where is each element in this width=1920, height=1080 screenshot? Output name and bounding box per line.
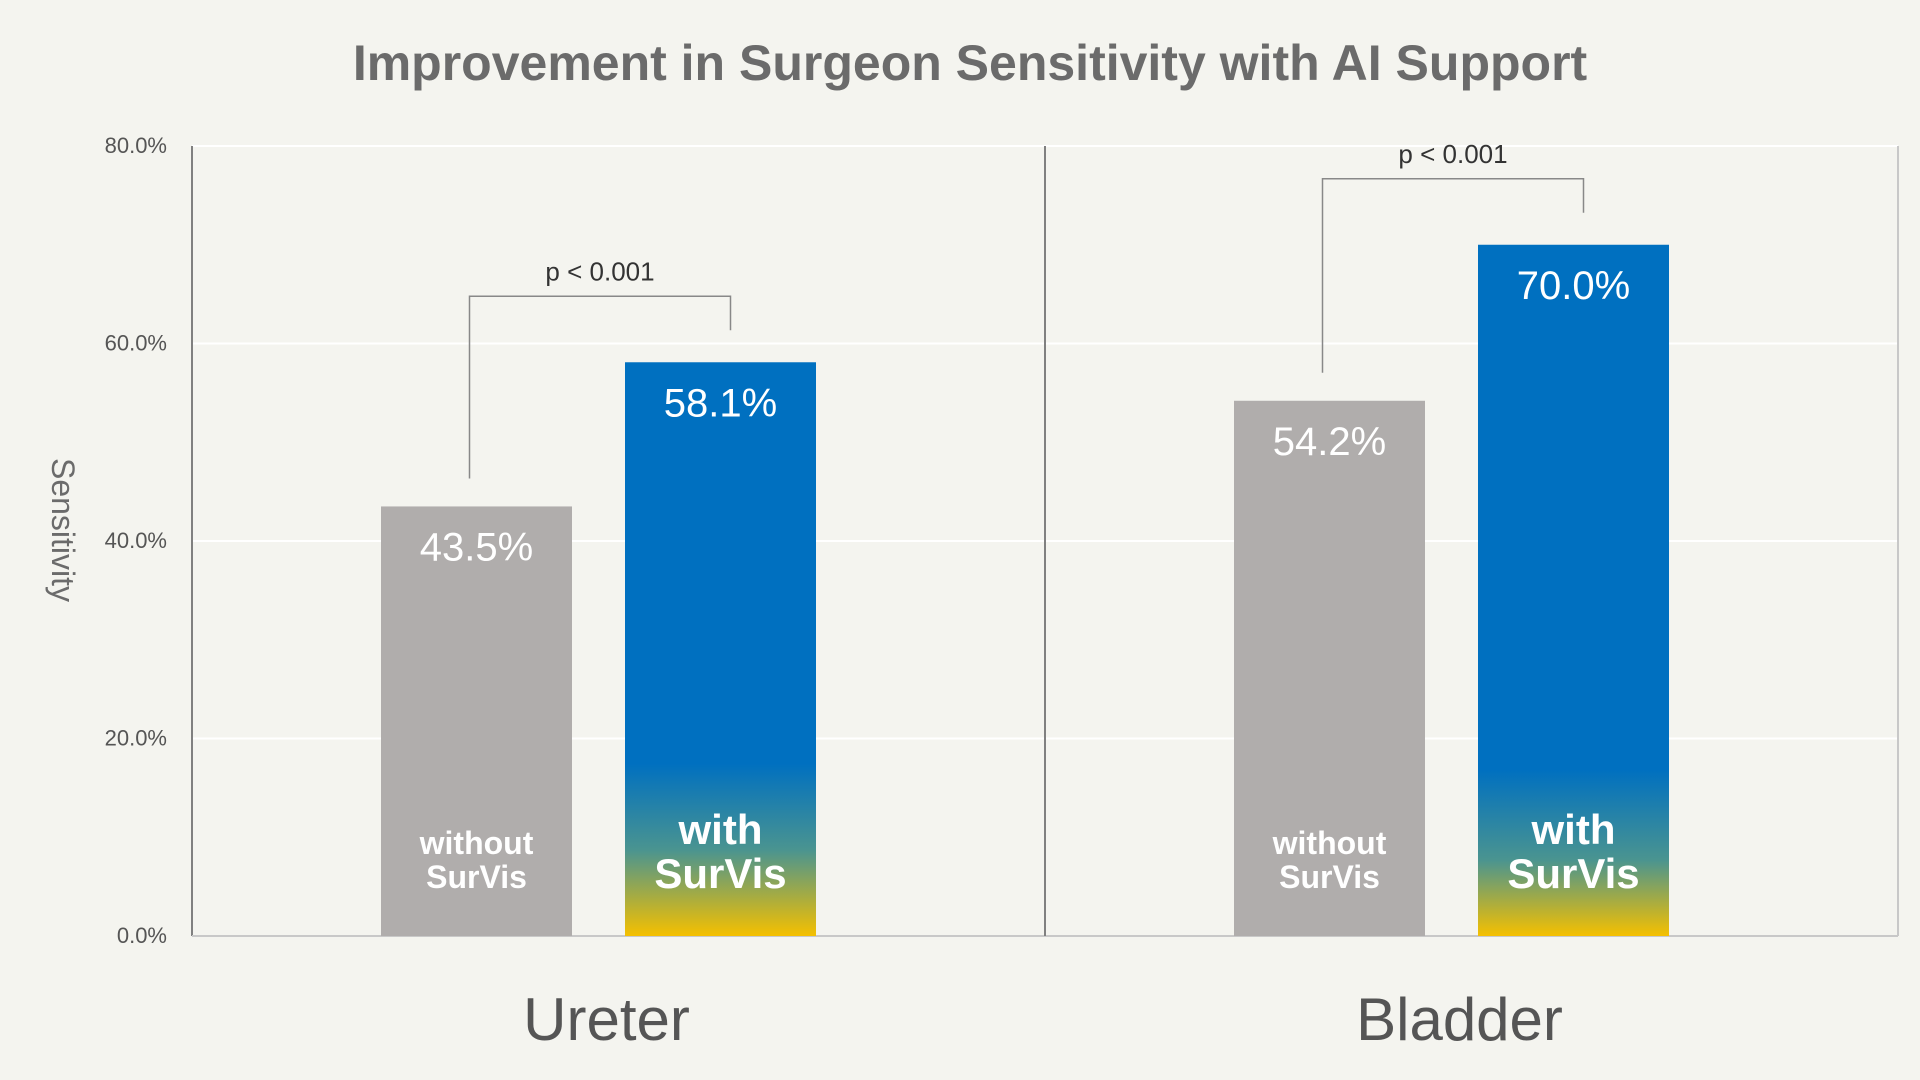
y-tick-label: 0.0% <box>117 923 167 948</box>
bar-series-label: without <box>419 825 534 861</box>
chart-title: Improvement in Surgeon Sensitivity with … <box>353 35 1588 91</box>
y-tick-label: 60.0% <box>105 331 167 356</box>
significance-bracket <box>468 295 732 479</box>
p-value-annotation: p < 0.001 <box>1398 139 1507 169</box>
y-axis-label: Sensitivity <box>45 458 81 602</box>
bar-series-label: with <box>678 806 763 853</box>
y-tick-label: 40.0% <box>105 528 167 553</box>
significance-bracket <box>1321 178 1585 373</box>
bar-value-label: 43.5% <box>420 525 533 569</box>
bar <box>381 506 572 936</box>
bar <box>1234 400 1425 936</box>
bar-series-label: with <box>1531 806 1616 853</box>
bar-series-label: SurVis <box>1507 850 1639 897</box>
bar-value-label: 54.2% <box>1273 420 1386 464</box>
bar-value-label: 70.0% <box>1517 264 1630 308</box>
y-tick-label: 20.0% <box>105 726 167 751</box>
bar-value-label: 58.1% <box>664 381 777 425</box>
bar <box>1478 244 1669 936</box>
bar-series-label: SurVis <box>426 859 527 895</box>
bar <box>625 362 816 936</box>
x-category-label: Ureter <box>523 986 690 1053</box>
bar-series-label: SurVis <box>1279 859 1380 895</box>
bar-series-label: without <box>1272 825 1387 861</box>
x-category-label: Bladder <box>1356 986 1563 1053</box>
p-value-annotation: p < 0.001 <box>545 256 654 286</box>
y-tick-label: 80.0% <box>105 133 167 158</box>
bar-series-label: SurVis <box>654 850 786 897</box>
